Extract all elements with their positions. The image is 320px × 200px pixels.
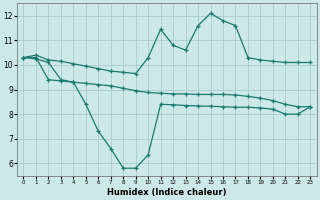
- X-axis label: Humidex (Indice chaleur): Humidex (Indice chaleur): [107, 188, 227, 197]
